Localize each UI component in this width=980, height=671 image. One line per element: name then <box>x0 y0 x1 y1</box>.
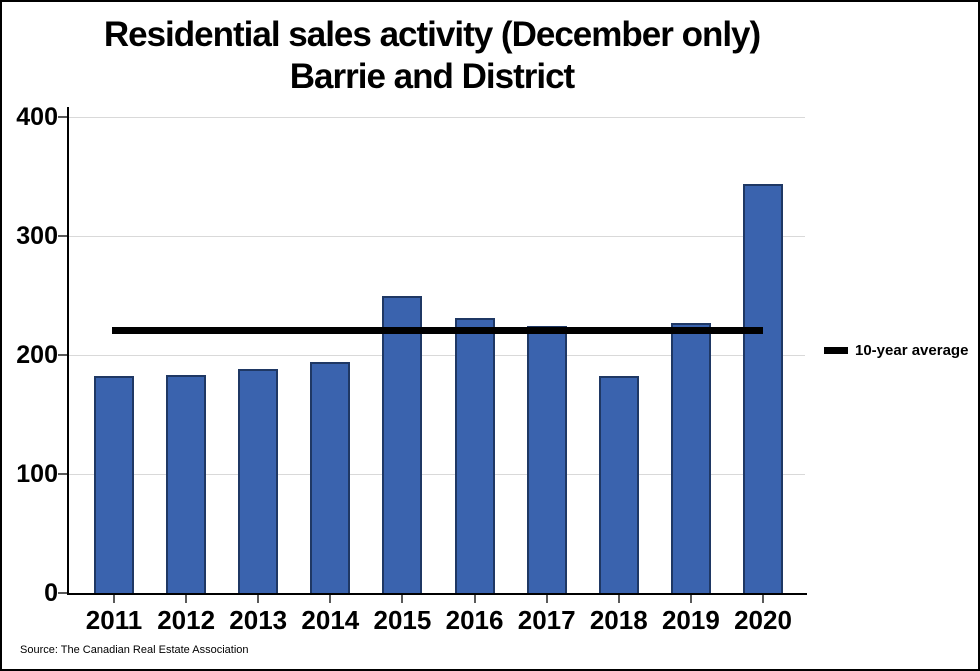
x-tick-2013 <box>257 595 260 603</box>
y-tick-400 <box>58 116 68 118</box>
bar-2015 <box>382 295 423 593</box>
gridline-400 <box>68 116 805 118</box>
legend-label: 10-year average <box>855 341 969 359</box>
x-axis-line <box>67 593 807 595</box>
x-axis-label-2014: 2014 <box>301 605 360 635</box>
bar-2014 <box>310 362 351 593</box>
y-tick-0 <box>58 592 68 594</box>
y-axis-label-400: 400 <box>16 102 58 131</box>
x-tick-2019 <box>689 595 692 603</box>
source-note: Source: The Canadian Real Estate Associa… <box>20 644 249 656</box>
bar-2018 <box>598 376 639 593</box>
y-axis-label-300: 300 <box>16 221 58 250</box>
gridline-200 <box>68 354 805 356</box>
gridline-300 <box>68 235 805 237</box>
gridline-100 <box>68 473 805 475</box>
y-axis-label-100: 100 <box>16 459 58 488</box>
x-axis-label-2015: 2015 <box>373 605 432 635</box>
x-axis-label-2017: 2017 <box>517 605 576 635</box>
x-tick-2020 <box>762 595 764 603</box>
bar-2013 <box>238 369 279 593</box>
x-axis-label-2018: 2018 <box>589 605 648 635</box>
y-tick-100 <box>58 473 68 475</box>
chart-title-line1: Residential sales activity (December onl… <box>103 15 761 54</box>
average-line-swatch <box>824 346 848 354</box>
x-tick-2016 <box>473 595 476 603</box>
x-tick-2011 <box>113 595 115 603</box>
x-tick-2017 <box>545 595 548 603</box>
x-axis-label-2020: 2020 <box>734 605 792 635</box>
bar-2011 <box>94 376 134 593</box>
y-axis-label-200: 200 <box>16 340 58 369</box>
bar-2016 <box>454 318 495 593</box>
x-axis-label-2012: 2012 <box>157 605 216 635</box>
x-tick-2012 <box>185 595 188 603</box>
y-axis-label-0: 0 <box>44 578 58 607</box>
chart-title: Residential sales activity (December onl… <box>2 14 862 98</box>
x-tick-2015 <box>401 595 404 603</box>
bar-2012 <box>166 375 207 593</box>
bar-2019 <box>670 322 711 593</box>
x-axis-label-2019: 2019 <box>661 605 720 635</box>
y-tick-200 <box>58 354 68 356</box>
average-line <box>112 327 763 335</box>
x-tick-2018 <box>617 595 620 603</box>
y-axis-line <box>67 107 69 595</box>
bar-2017 <box>526 326 567 593</box>
x-tick-2014 <box>329 595 332 603</box>
y-tick-300 <box>58 235 68 237</box>
chart-title-line2: Barrie and District <box>289 57 575 96</box>
bar-2020 <box>743 183 783 593</box>
legend: 10-year average <box>824 340 968 360</box>
x-axis-label-2016: 2016 <box>445 605 504 635</box>
x-axis-label-2013: 2013 <box>229 605 288 635</box>
x-axis-label-2011: 2011 <box>85 605 143 635</box>
